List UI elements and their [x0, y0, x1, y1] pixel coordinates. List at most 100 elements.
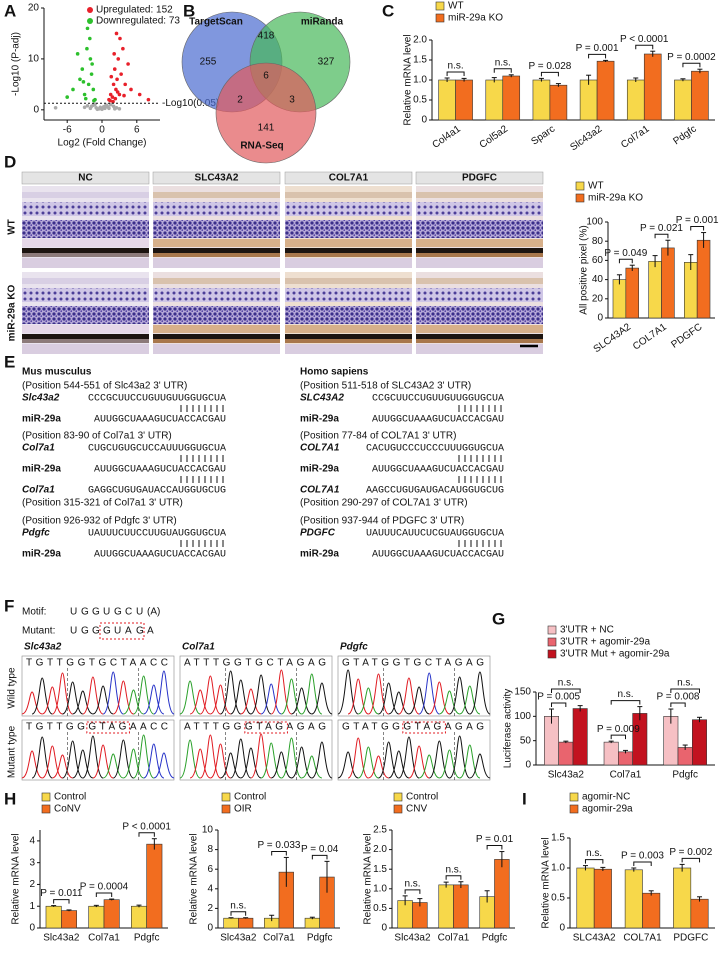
- panel-label: I: [522, 789, 527, 808]
- site-position: (Position 77-84 of COL7A1 3' UTR): [300, 431, 456, 442]
- point: [117, 92, 122, 97]
- layer-rpe: [153, 248, 280, 253]
- point: [65, 95, 69, 99]
- legend-swatch: [221, 804, 231, 814]
- seq-site: ACCACGAU: [178, 465, 226, 476]
- site-position: (Position 544-551 of Slc43a2 3' UTR): [22, 381, 187, 392]
- bar: [131, 905, 147, 929]
- bar: [485, 79, 504, 121]
- y-tick-label: 0: [421, 115, 427, 126]
- annotation: P = 0.021: [640, 223, 683, 234]
- annotation: n.s.: [677, 678, 693, 689]
- bracket: [633, 861, 652, 866]
- y-tick-label: 2: [207, 903, 213, 914]
- bar: [677, 747, 693, 766]
- point: [146, 97, 151, 102]
- layer-choroid: [22, 253, 149, 257]
- seq-name: COL7A1: [300, 443, 340, 454]
- y-tick-label: 1.0: [551, 863, 565, 874]
- seq-site: UGGUGCUA: [456, 394, 504, 405]
- mutation-box: [244, 721, 288, 734]
- column-header: SLC43A2: [195, 173, 239, 184]
- venn-set-label: RNA-Seq: [240, 141, 283, 152]
- error-bar: [652, 255, 658, 268]
- legend-swatch: [435, 13, 445, 23]
- column-header-box: [152, 171, 281, 185]
- site-position: (Position 290-297 of COL7A1 3' UTR): [300, 498, 468, 509]
- seq-name: miR-29a: [22, 464, 61, 475]
- bar: [692, 719, 707, 766]
- seq-site: UGGUGCUA: [178, 394, 226, 405]
- micrograph: [22, 272, 149, 354]
- threshold-label: -Log10(0.05): [162, 98, 219, 109]
- error-bar: [608, 740, 614, 744]
- annotation: n.s.: [495, 57, 511, 68]
- column-header: PDGFC: [462, 173, 497, 184]
- bar: [502, 75, 521, 121]
- legend-label: miR-29a KO: [588, 193, 643, 204]
- layer-inl: [153, 202, 280, 216]
- legend-label: 3'UTR + agomir-29a: [560, 637, 650, 648]
- x-tick-label: Pdgfc: [671, 124, 698, 148]
- legend-swatch: [87, 7, 93, 13]
- x-tick-label: Pdgfc: [134, 933, 160, 944]
- bar: [88, 905, 105, 929]
- y-tick-label: 2: [29, 879, 35, 890]
- bracket: [138, 832, 155, 837]
- bar: [579, 79, 598, 121]
- legend-swatch: [87, 18, 93, 24]
- x-tick-label: Col7a1: [438, 933, 470, 944]
- point: [81, 80, 86, 84]
- seq-site: UGGUGCUA: [178, 444, 226, 455]
- x-tick-label: Slc43a2: [548, 770, 585, 781]
- site-position: (Position 315-321 of Col7a1 3' UTR): [22, 498, 183, 509]
- layer-seg: [153, 239, 280, 247]
- error-bar: [444, 77, 450, 82]
- mutation-box: [99, 622, 145, 640]
- annotation: P = 0.0004: [80, 882, 129, 893]
- bracket: [445, 875, 462, 880]
- bracket: [540, 71, 559, 77]
- mutant-base: G: [92, 626, 100, 637]
- x-tick-label: Slc43a2: [394, 933, 431, 944]
- layer-sclera: [153, 258, 280, 268]
- layer-seg: [285, 239, 412, 247]
- trace-peak: [260, 683, 282, 715]
- x-tick-label: Col7a1: [610, 770, 642, 781]
- layer-choroid: [416, 253, 543, 257]
- trace-peak: [240, 688, 262, 715]
- annotation: P < 0.0001: [620, 34, 669, 45]
- layer-gcl: [285, 278, 412, 284]
- error-bar: [51, 905, 57, 907]
- point: [113, 96, 118, 101]
- point: [80, 67, 85, 71]
- panel-label: E: [4, 352, 15, 371]
- y-tick-label: 8: [207, 844, 213, 855]
- gene-name: Col7a1: [182, 642, 215, 653]
- trace-peak: [358, 687, 379, 715]
- trace-peak: [388, 750, 410, 779]
- point: [122, 93, 126, 98]
- bracket: [682, 62, 701, 68]
- trace-peak: [189, 748, 211, 779]
- layer-gcl: [416, 278, 543, 284]
- point: [118, 36, 122, 41]
- x-axis-label: Log2 (Fold Change): [58, 138, 147, 149]
- bar: [603, 741, 619, 766]
- seq-site: ACCACGAU: [456, 415, 504, 426]
- layer-choroid: [22, 339, 149, 343]
- legend-label: agomir-NC: [582, 792, 630, 803]
- layer-sclera: [416, 344, 543, 354]
- trace-peak: [210, 684, 231, 715]
- error-bar: [701, 232, 707, 248]
- error-bar: [417, 898, 423, 907]
- legend-swatch: [41, 792, 51, 802]
- error-bar: [402, 895, 408, 906]
- layer-rpe: [153, 334, 280, 339]
- venn-count: 418: [258, 31, 275, 42]
- seq-name: miR-29a: [300, 549, 339, 560]
- legend-label: OIR: [234, 804, 252, 815]
- y-axis-label: All positive pixel (%): [579, 225, 590, 314]
- bracket: [610, 700, 641, 705]
- layer-seg: [285, 325, 412, 333]
